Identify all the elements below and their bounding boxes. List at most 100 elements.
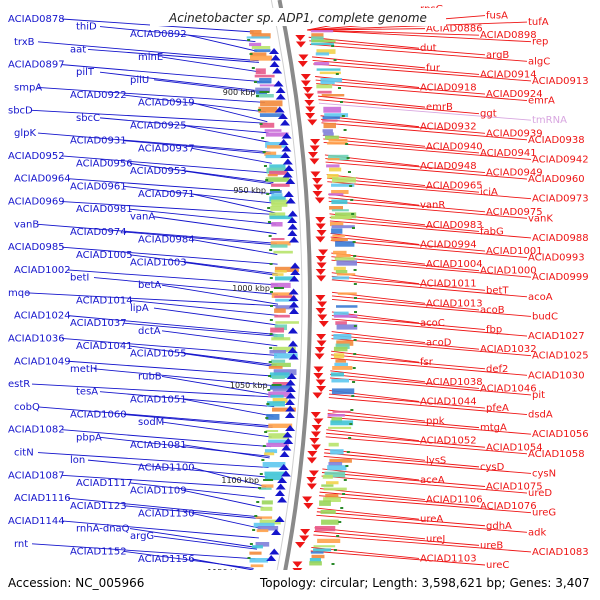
feature-block bbox=[256, 94, 274, 98]
feature-block bbox=[327, 465, 347, 471]
forward-gene-arrow bbox=[285, 197, 296, 204]
left-gene-label: argG bbox=[130, 531, 154, 542]
forward-gene-arrow bbox=[285, 405, 296, 412]
left-gene-label: ACIAD0981 bbox=[76, 204, 133, 215]
forward-gene-arrow bbox=[283, 191, 294, 197]
right-gene-label: ACIAD1004 bbox=[426, 259, 483, 270]
left-gene-label: ACIAD0961 bbox=[70, 181, 127, 192]
feature-block bbox=[333, 346, 348, 352]
left-gene-label: ACIAD0971 bbox=[138, 189, 195, 200]
left-leader-line bbox=[129, 299, 278, 316]
forward-gene-arrow bbox=[285, 379, 296, 386]
right-leader-line bbox=[315, 79, 486, 95]
right-gene-label: ACIAD0948 bbox=[420, 161, 477, 172]
right-leader-line bbox=[331, 279, 528, 298]
forward-gene-arrow bbox=[277, 113, 288, 119]
left-gene-label: estR bbox=[8, 379, 30, 390]
right-leader-line bbox=[325, 158, 486, 173]
feature-block bbox=[269, 215, 293, 220]
feature-block bbox=[330, 215, 352, 220]
left-leader-line bbox=[87, 459, 268, 478]
feature-block bbox=[252, 545, 263, 549]
left-gene-label: ACIAD0985 bbox=[8, 242, 65, 253]
feature-block bbox=[249, 30, 262, 35]
feature-block bbox=[310, 30, 334, 33]
feature-block bbox=[337, 292, 357, 295]
right-leader-line bbox=[318, 102, 532, 121]
left-leader-line bbox=[153, 307, 278, 326]
reverse-gene-arrow bbox=[310, 412, 321, 418]
feature-block bbox=[250, 55, 273, 61]
right-leader-line bbox=[324, 452, 480, 468]
reverse-gene-arrow bbox=[309, 145, 320, 152]
left-leader-line bbox=[183, 353, 277, 368]
left-gene-label: mqo bbox=[8, 288, 30, 299]
right-gene-label: rep bbox=[532, 37, 548, 48]
right-gene-label: dsdA bbox=[528, 410, 553, 421]
reverse-gene-arrow bbox=[314, 347, 325, 353]
left-leader-line bbox=[183, 398, 274, 417]
left-gene-label: ACIAD1144 bbox=[8, 516, 65, 527]
right-leader-line bbox=[307, 28, 426, 31]
right-leader-line bbox=[311, 56, 426, 69]
forward-gene-arrow bbox=[288, 288, 299, 295]
feature-block bbox=[253, 522, 275, 528]
right-gene-label: vanK bbox=[528, 213, 553, 224]
left-leader-line bbox=[37, 41, 259, 62]
feature-block bbox=[259, 519, 281, 525]
right-leader-line bbox=[313, 530, 480, 546]
left-gene-label: ACIAD0974 bbox=[70, 227, 127, 238]
feature-block bbox=[319, 71, 341, 75]
right-gene-label: fabG bbox=[480, 226, 504, 237]
left-leader-line bbox=[123, 505, 262, 520]
right-leader-line bbox=[312, 59, 480, 75]
left-leader-line bbox=[93, 368, 276, 387]
right-gene-label: ppk bbox=[426, 416, 445, 427]
right-gene-label: ACIAD1013 bbox=[426, 298, 483, 309]
feature-block bbox=[273, 353, 298, 359]
feature-block bbox=[269, 385, 292, 390]
left-gene-label: ACIAD1014 bbox=[76, 295, 133, 306]
feature-block bbox=[335, 343, 350, 349]
feature-block bbox=[264, 151, 277, 156]
feature-block bbox=[324, 471, 346, 478]
feature-block bbox=[249, 574, 271, 578]
feature-block bbox=[329, 458, 352, 463]
reverse-gene-arrow bbox=[316, 386, 327, 392]
feature-block bbox=[314, 62, 330, 66]
feature-block bbox=[255, 87, 270, 93]
left-leader-line bbox=[183, 170, 274, 185]
right-gene-label: betT bbox=[486, 285, 509, 296]
left-leader-line bbox=[161, 284, 279, 305]
left-gene-label: ACIAD0937 bbox=[138, 143, 195, 154]
left-leader-line bbox=[153, 535, 258, 550]
left-gene-label: ACIAD0919 bbox=[138, 98, 195, 109]
left-leader-line bbox=[37, 452, 269, 468]
left-gene-label: lipA bbox=[130, 303, 149, 314]
left-gene-label: lon bbox=[70, 455, 85, 466]
feature-block bbox=[315, 52, 330, 56]
feature-block bbox=[255, 68, 266, 75]
forward-gene-arrow bbox=[288, 295, 299, 301]
feature-block bbox=[324, 113, 349, 118]
right-leader-line bbox=[319, 495, 532, 514]
reverse-gene-arrow bbox=[316, 340, 327, 347]
left-gene-label: ACIAD0956 bbox=[76, 159, 133, 170]
feature-block bbox=[331, 228, 343, 234]
reverse-gene-arrow bbox=[311, 444, 322, 451]
forward-gene-arrow bbox=[284, 399, 295, 405]
left-gene-label: ACIAD0892 bbox=[130, 29, 187, 40]
reverse-gene-arrow bbox=[312, 178, 323, 184]
feature-block bbox=[270, 206, 282, 211]
feature-block bbox=[332, 276, 349, 280]
feature-block bbox=[266, 414, 280, 420]
left-leader-line bbox=[31, 383, 275, 398]
forward-gene-arrow bbox=[288, 301, 299, 308]
forward-gene-arrow bbox=[275, 87, 286, 93]
forward-gene-arrow bbox=[278, 464, 289, 470]
reverse-gene-arrow bbox=[305, 113, 316, 119]
forward-gene-arrow bbox=[289, 275, 300, 282]
left-gene-label: pilU bbox=[130, 75, 149, 86]
left-leader-line bbox=[183, 261, 278, 276]
feature-block bbox=[269, 190, 282, 193]
